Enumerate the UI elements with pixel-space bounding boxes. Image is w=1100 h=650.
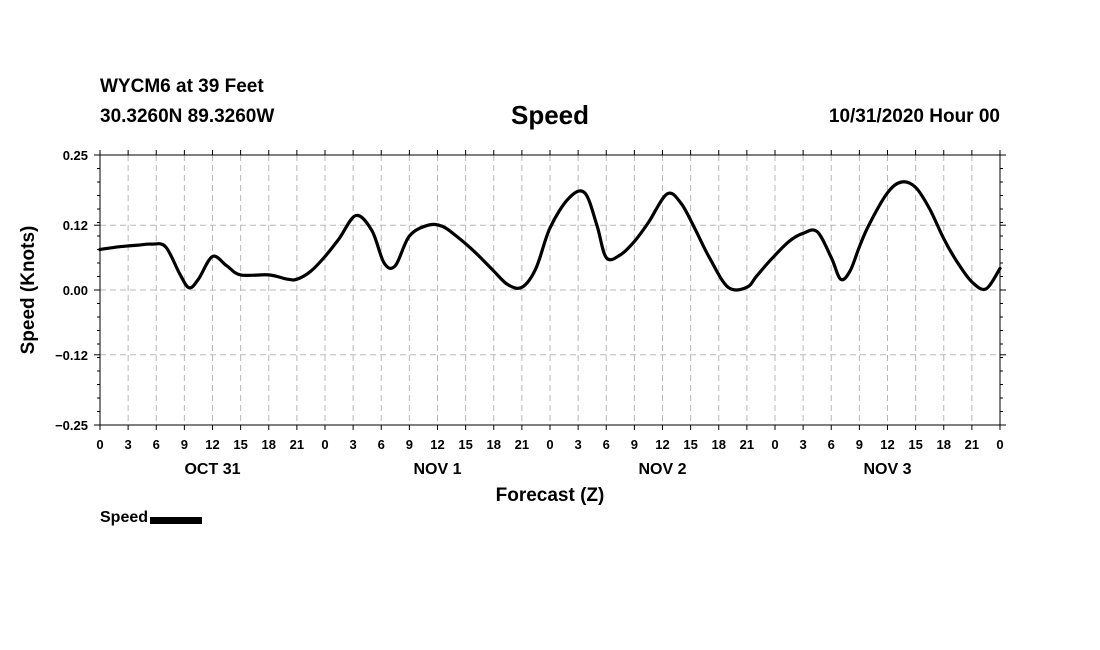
- legend: Speed: [100, 509, 203, 527]
- x-tick-label: 9: [181, 437, 188, 452]
- day-label: NOV 2: [638, 461, 686, 478]
- x-tick-label: 0: [321, 437, 328, 452]
- legend-swatch-speed: [150, 516, 203, 524]
- y-tick-labels: −0.25 −0.12 0.00 0.12 0.25: [55, 148, 88, 433]
- station-coordinates: 30.3260N 89.3260W: [100, 106, 275, 127]
- y-axis-label: Speed (Knots): [18, 226, 39, 355]
- x-tick-label: 12: [655, 437, 669, 452]
- x-tick-label: 3: [125, 437, 132, 452]
- x-tick-label: 18: [937, 437, 951, 452]
- forecast-timestamp: 10/31/2020 Hour 00: [828, 106, 1000, 127]
- x-tick-label: 0: [996, 437, 1003, 452]
- x-tick-label: 9: [856, 437, 863, 452]
- x-tick-label: 12: [430, 437, 444, 452]
- station-name: WYCM6 at 39 Feet: [100, 76, 264, 97]
- series-line-speed: [98, 180, 1002, 292]
- series-layer: [98, 180, 1002, 292]
- x-tick-label: 15: [458, 437, 472, 452]
- x-tick-label: 21: [965, 437, 979, 452]
- axis-ticks: [94, 150, 1006, 430]
- day-label: NOV 1: [413, 461, 461, 478]
- x-tick-label: 15: [683, 437, 697, 452]
- day-label: NOV 3: [863, 461, 911, 478]
- y-tick-label: −0.12: [55, 348, 88, 363]
- x-tick-label: 21: [515, 437, 529, 452]
- x-tick-label: 6: [378, 437, 385, 452]
- x-tick-label: 21: [290, 437, 304, 452]
- x-tick-label: 18: [262, 437, 276, 452]
- x-tick-label: 0: [546, 437, 553, 452]
- x-tick-label: 3: [575, 437, 582, 452]
- x-tick-label: 21: [740, 437, 754, 452]
- x-tick-label: 15: [233, 437, 247, 452]
- y-tick-label: −0.25: [55, 418, 88, 433]
- x-tick-label: 0: [96, 437, 103, 452]
- chart-grid: [100, 155, 1000, 425]
- day-label: OCT 31: [184, 461, 240, 478]
- x-tick-label: 6: [603, 437, 610, 452]
- y-tick-label: 0.25: [63, 148, 88, 163]
- x-tick-label: 9: [631, 437, 638, 452]
- x-tick-label: 18: [712, 437, 726, 452]
- day-labels: OCT 31 NOV 1 NOV 2 NOV 3: [184, 461, 911, 478]
- legend-label-speed: Speed: [100, 509, 149, 526]
- x-tick-label: 3: [350, 437, 357, 452]
- x-tick-label: 6: [828, 437, 835, 452]
- x-tick-label: 15: [908, 437, 922, 452]
- x-tick-label: 12: [880, 437, 894, 452]
- x-tick-label: 6: [153, 437, 160, 452]
- x-tick-label: 9: [406, 437, 413, 452]
- chart-title: Speed: [510, 100, 590, 130]
- x-tick-label: 0: [771, 437, 778, 452]
- x-tick-label: 3: [800, 437, 807, 452]
- x-tick-label: 12: [205, 437, 219, 452]
- y-tick-label: 0.12: [63, 218, 88, 233]
- x-tick-label: 18: [487, 437, 501, 452]
- y-tick-label: 0.00: [63, 283, 88, 298]
- x-axis-label: Forecast (Z): [496, 485, 605, 506]
- x-tick-labels: 0 3 6 9 12 15 18 21 0 3 6 9 12 15 18 21 0 3 6 9 12 15 18 21 0 3 6 9…: [96, 437, 1003, 452]
